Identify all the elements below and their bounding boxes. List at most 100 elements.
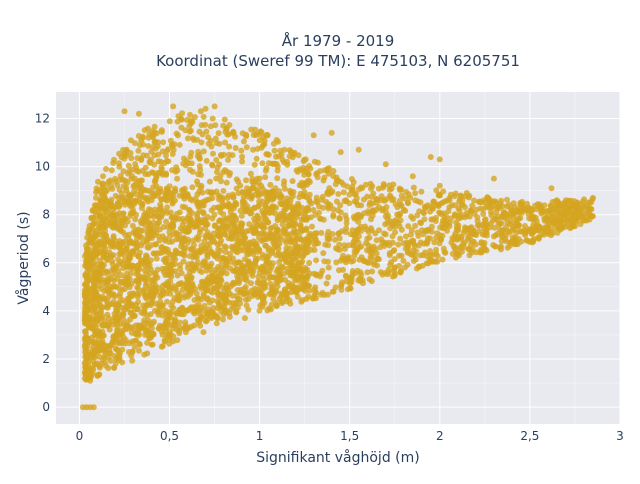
- data-point: [299, 286, 306, 293]
- data-point: [213, 314, 220, 320]
- data-point: [158, 243, 165, 250]
- data-point: [113, 332, 119, 339]
- data-point: [104, 311, 111, 318]
- data-point: [181, 237, 188, 244]
- data-point: [271, 147, 278, 154]
- data-point: [441, 220, 448, 227]
- data-point: [265, 151, 272, 158]
- data-point: [412, 190, 419, 197]
- data-point: [216, 218, 223, 225]
- data-point: [397, 235, 404, 242]
- data-point: [153, 228, 160, 235]
- data-point: [242, 234, 249, 241]
- data-point: [111, 277, 117, 284]
- data-point: [213, 175, 220, 182]
- data-point: [492, 243, 499, 250]
- data-point: [370, 190, 377, 197]
- data-point: [280, 181, 287, 188]
- data-point: [396, 252, 402, 259]
- data-point: [185, 288, 192, 295]
- data-point: [386, 186, 393, 193]
- data-point: [148, 325, 155, 332]
- data-point: [293, 247, 300, 254]
- data-point: [268, 224, 275, 231]
- data-point: [287, 259, 294, 266]
- data-point: [263, 165, 270, 172]
- data-point: [103, 322, 110, 329]
- data-point-outlier: [211, 103, 218, 110]
- data-point: [255, 248, 261, 255]
- data-point: [314, 159, 321, 166]
- data-point: [274, 163, 281, 170]
- data-point: [267, 280, 274, 287]
- data-point: [131, 343, 138, 350]
- data-point: [452, 202, 459, 209]
- data-point: [189, 304, 196, 311]
- data-point: [144, 196, 150, 203]
- data-point: [360, 196, 367, 203]
- data-point: [458, 248, 465, 255]
- data-point: [359, 185, 366, 192]
- data-point: [541, 202, 548, 209]
- data-point: [172, 185, 179, 192]
- data-point: [222, 167, 228, 174]
- data-point: [96, 224, 103, 231]
- data-point: [539, 208, 545, 215]
- data-point: [325, 264, 332, 271]
- data-point: [175, 132, 181, 139]
- data-point: [153, 288, 160, 295]
- data-point: [115, 203, 122, 210]
- data-point: [86, 260, 92, 266]
- data-point: [218, 178, 224, 185]
- data-point: [239, 230, 246, 237]
- data-point: [212, 266, 219, 273]
- data-point: [224, 195, 231, 201]
- x-axis-ticks: 0 0,5 1 1,5 2 2,5 3: [76, 429, 624, 443]
- data-point: [133, 164, 140, 171]
- data-point: [226, 214, 233, 221]
- data-point: [452, 230, 459, 237]
- data-point: [110, 234, 117, 241]
- data-point: [197, 108, 204, 115]
- data-point: [127, 316, 134, 323]
- data-point: [555, 217, 562, 224]
- data-point: [133, 229, 140, 236]
- data-point: [156, 322, 163, 329]
- data-point: [160, 224, 167, 230]
- data-point: [239, 189, 246, 195]
- data-point: [113, 306, 120, 313]
- data-point: [198, 139, 205, 146]
- data-point: [270, 274, 277, 281]
- data-point: [103, 166, 109, 172]
- data-point: [166, 118, 173, 125]
- data-point: [402, 195, 409, 202]
- data-point: [233, 185, 240, 192]
- data-point: [480, 206, 487, 213]
- data-point: [497, 220, 503, 227]
- data-point: [136, 340, 143, 347]
- data-point: [129, 222, 136, 229]
- data-point: [239, 130, 246, 137]
- data-point: [405, 199, 411, 206]
- data-point: [324, 190, 331, 197]
- data-point: [305, 171, 312, 177]
- data-point: [391, 264, 398, 271]
- data-point: [142, 164, 149, 171]
- data-point: [340, 189, 347, 196]
- data-point: [364, 269, 371, 276]
- data-point: [445, 208, 452, 215]
- data-point: [135, 133, 142, 139]
- data-point: [143, 303, 150, 310]
- data-point: [273, 204, 279, 211]
- data-point-outlier: [328, 129, 335, 136]
- x-tick-label: 3: [616, 429, 624, 443]
- data-point: [250, 131, 257, 138]
- data-point: [414, 212, 421, 219]
- data-point: [293, 277, 300, 284]
- data-point: [246, 221, 253, 228]
- data-point: [120, 183, 127, 190]
- data-point: [93, 274, 99, 281]
- data-point: [162, 191, 169, 198]
- data-point: [231, 280, 238, 287]
